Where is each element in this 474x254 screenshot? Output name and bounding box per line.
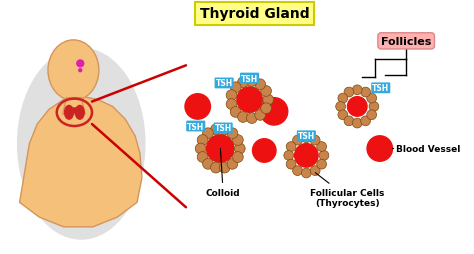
Circle shape <box>203 128 213 139</box>
Circle shape <box>292 136 302 146</box>
Circle shape <box>197 135 208 146</box>
Circle shape <box>338 110 348 120</box>
Text: TSH: TSH <box>215 124 232 133</box>
Circle shape <box>207 135 234 163</box>
Circle shape <box>253 139 276 163</box>
Circle shape <box>301 133 311 143</box>
Circle shape <box>344 117 354 126</box>
Circle shape <box>226 99 237 110</box>
Circle shape <box>263 95 273 106</box>
Circle shape <box>246 113 257 124</box>
Circle shape <box>361 88 371 98</box>
Circle shape <box>361 117 371 126</box>
Text: Colloid: Colloid <box>206 149 240 197</box>
Circle shape <box>261 103 272 114</box>
Circle shape <box>232 135 243 146</box>
Circle shape <box>79 70 82 72</box>
Circle shape <box>237 112 248 123</box>
Circle shape <box>352 119 362 129</box>
Polygon shape <box>63 98 85 115</box>
Circle shape <box>246 76 257 87</box>
Circle shape <box>237 88 262 113</box>
Circle shape <box>210 163 221 173</box>
Text: Blood Vessel: Blood Vessel <box>392 145 461 153</box>
Circle shape <box>237 77 248 88</box>
Text: TSH: TSH <box>372 84 389 93</box>
Circle shape <box>319 151 329 161</box>
Ellipse shape <box>72 108 77 113</box>
Text: Thyroid Gland: Thyroid Gland <box>200 7 310 21</box>
Circle shape <box>197 152 208 163</box>
Circle shape <box>338 94 348 104</box>
Circle shape <box>367 136 392 162</box>
Circle shape <box>227 159 238 169</box>
Circle shape <box>292 166 302 176</box>
Circle shape <box>232 152 243 163</box>
Circle shape <box>227 128 238 139</box>
Circle shape <box>352 86 362 95</box>
Polygon shape <box>19 97 142 227</box>
Circle shape <box>219 124 230 135</box>
Circle shape <box>185 94 210 120</box>
Circle shape <box>295 144 318 167</box>
Circle shape <box>255 80 265 90</box>
Circle shape <box>317 142 327 152</box>
Circle shape <box>310 166 320 176</box>
Circle shape <box>203 159 213 169</box>
Circle shape <box>226 90 237 101</box>
Circle shape <box>230 83 241 93</box>
Ellipse shape <box>18 49 145 239</box>
Circle shape <box>317 160 327 169</box>
Circle shape <box>367 110 376 120</box>
Text: Follicular Cells
(Thyrocytes): Follicular Cells (Thyrocytes) <box>310 173 385 207</box>
Text: TSH: TSH <box>241 74 258 83</box>
Circle shape <box>301 168 311 178</box>
Circle shape <box>230 107 241 118</box>
Text: TSH: TSH <box>298 132 315 141</box>
Circle shape <box>347 97 367 117</box>
Ellipse shape <box>75 106 84 120</box>
Circle shape <box>286 142 296 152</box>
Circle shape <box>219 163 230 173</box>
Text: TSH: TSH <box>216 79 233 88</box>
Circle shape <box>336 102 346 112</box>
Circle shape <box>369 102 379 112</box>
Circle shape <box>77 61 84 68</box>
Circle shape <box>261 86 272 97</box>
Ellipse shape <box>48 41 99 101</box>
Circle shape <box>260 98 288 125</box>
Text: TSH: TSH <box>187 122 204 131</box>
Circle shape <box>235 144 245 154</box>
Text: Follicles: Follicles <box>381 37 431 47</box>
Circle shape <box>255 110 265 121</box>
Circle shape <box>210 124 221 135</box>
Ellipse shape <box>64 106 73 120</box>
Circle shape <box>284 151 293 161</box>
Circle shape <box>367 94 376 104</box>
Circle shape <box>286 160 296 169</box>
Circle shape <box>310 136 320 146</box>
Circle shape <box>195 144 206 154</box>
Circle shape <box>344 88 354 98</box>
